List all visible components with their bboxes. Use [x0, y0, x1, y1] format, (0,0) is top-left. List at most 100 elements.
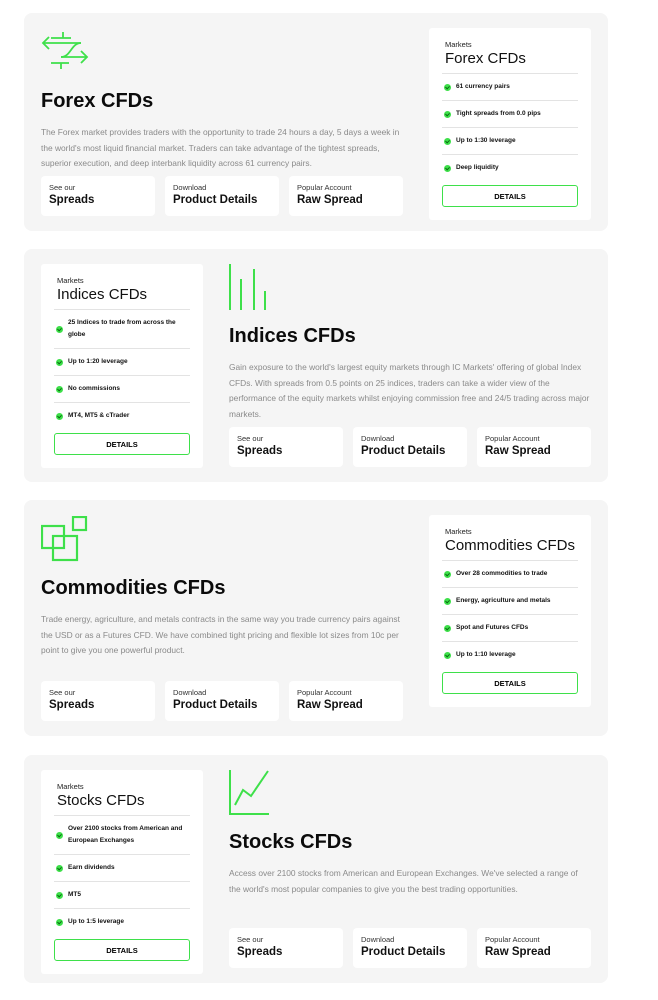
market-info: Commodities CFDs Trade energy, agricultu… — [40, 515, 403, 721]
feature-text: Energy, agriculture and metals — [456, 597, 551, 604]
link-title: Raw Spread — [485, 946, 551, 958]
feature-item: Tight spreads from 0.0 pips — [442, 101, 578, 128]
check-circle-icon — [56, 831, 63, 839]
market-info: Stocks CFDs Access over 2100 stocks from… — [229, 770, 591, 968]
link-cards: See our Spreads Download Product Details Pop… — [41, 176, 403, 216]
link-caption: See our — [237, 434, 264, 443]
check-circle-icon — [444, 651, 451, 659]
feature-item: Spot and Futures CFDs — [442, 615, 578, 642]
feature-item: Up to 1:10 leverage — [442, 642, 578, 668]
section-description: The Forex market provides traders with t… — [41, 127, 400, 168]
link-title: Spreads — [49, 699, 95, 711]
check-circle-icon — [444, 570, 451, 578]
link-title: Product Details — [361, 946, 446, 958]
details-button[interactable]: DETAILS — [54, 433, 190, 455]
feature-list: 25 Indices to trade from across the glob… — [54, 309, 190, 429]
feature-item: No commissions — [54, 376, 190, 403]
section-title: Indices CFDs — [229, 325, 356, 347]
market-info: Forex CFDs The Forex market provides tra… — [41, 29, 403, 216]
link-card-0[interactable]: See our Spreads — [41, 176, 155, 216]
feature-item: MT5 — [54, 882, 190, 909]
feature-item: Deep liquidity — [442, 155, 578, 181]
feature-text: Up to 1:5 leverage — [68, 918, 124, 925]
card-title: Indices CFDs — [57, 286, 148, 303]
check-circle-icon — [444, 110, 451, 118]
section-description: Trade energy, agriculture, and metals co… — [41, 614, 400, 655]
check-circle-icon — [444, 597, 451, 605]
market-summary-card: Markets Indices CFDs 25 Indices to trade… — [41, 264, 203, 468]
feature-text: Up to 1:10 leverage — [456, 651, 516, 658]
check-circle-icon — [444, 164, 451, 172]
link-caption: Download — [173, 688, 207, 697]
feature-item: Up to 1:30 leverage — [442, 128, 578, 155]
link-card-1[interactable]: Download Product Details — [353, 928, 467, 968]
link-caption: Popular Account — [297, 183, 352, 192]
feature-text: MT4, MT5 & cTrader — [68, 412, 130, 419]
check-circle-icon — [56, 385, 63, 393]
link-caption: Popular Account — [485, 935, 540, 944]
card-label: Markets — [445, 527, 472, 536]
link-caption: See our — [49, 688, 76, 697]
feature-text: Up to 1:30 leverage — [456, 137, 516, 144]
feature-text: 61 currency pairs — [456, 83, 510, 90]
feature-text: MT5 — [68, 891, 81, 898]
feature-item: Over 2100 stocks from American and Europ… — [54, 816, 190, 855]
market-section-stocks-cfds: Stocks CFDs Access over 2100 stocks from… — [24, 755, 608, 983]
check-circle-icon — [56, 325, 63, 333]
link-caption: See our — [237, 935, 264, 944]
link-card-1[interactable]: Download Product Details — [165, 176, 279, 216]
link-card-1[interactable]: Download Product Details — [353, 427, 467, 467]
feature-list: Over 28 commodities to trade Energy, agri… — [442, 560, 578, 668]
link-card-2[interactable]: Popular Account Raw Spread — [289, 681, 403, 721]
link-title: Spreads — [237, 445, 283, 457]
section-title: Stocks CFDs — [229, 831, 353, 853]
check-circle-icon — [56, 412, 63, 420]
details-button[interactable]: DETAILS — [54, 939, 190, 961]
link-card-2[interactable]: Popular Account Raw Spread — [477, 427, 591, 467]
link-title: Product Details — [361, 445, 446, 457]
link-cards: See our Spreads Download Product Details Pop… — [229, 427, 591, 467]
section-description: Gain exposure to the world's largest equ… — [229, 362, 590, 419]
link-caption: Popular Account — [297, 688, 352, 697]
card-title: Stocks CFDs — [57, 792, 145, 809]
link-card-1[interactable]: Download Product Details — [165, 681, 279, 721]
feature-text: 25 Indices to trade from across the glob… — [68, 319, 176, 338]
link-caption: Download — [173, 183, 207, 192]
market-section-forex-cfds: Forex CFDs The Forex market provides tra… — [24, 13, 608, 231]
section-title: Forex CFDs — [41, 90, 154, 112]
market-summary-card: Markets Stocks CFDs Over 2100 stocks fro… — [41, 770, 203, 974]
card-title: Forex CFDs — [445, 50, 526, 67]
card-label: Markets — [57, 782, 84, 791]
market-section-commodities-cfds: Commodities CFDs Trade energy, agricultu… — [24, 500, 608, 736]
check-circle-icon — [56, 918, 63, 926]
link-caption: Download — [361, 935, 395, 944]
link-title: Raw Spread — [297, 699, 363, 711]
link-card-0[interactable]: See our Spreads — [229, 427, 343, 467]
feature-list: Over 2100 stocks from American and Europ… — [54, 815, 190, 935]
details-button[interactable]: DETAILS — [442, 672, 578, 694]
feature-item: Up to 1:5 leverage — [54, 909, 190, 935]
card-title: Commodities CFDs — [445, 537, 576, 554]
link-card-0[interactable]: See our Spreads — [41, 681, 155, 721]
link-card-2[interactable]: Popular Account Raw Spread — [477, 928, 591, 968]
check-circle-icon — [56, 864, 63, 872]
link-card-0[interactable]: See our Spreads — [229, 928, 343, 968]
market-section-indices-cfds: Indices CFDs Gain exposure to the world'… — [24, 249, 608, 482]
link-title: Raw Spread — [485, 445, 551, 457]
feature-text: Over 2100 stocks from American and Europ… — [68, 825, 183, 844]
check-circle-icon — [56, 358, 63, 366]
section-title: Commodities CFDs — [41, 577, 226, 599]
line-chart-icon — [229, 770, 591, 816]
link-card-2[interactable]: Popular Account Raw Spread — [289, 176, 403, 216]
feature-text: Deep liquidity — [456, 164, 499, 171]
feature-item: 61 currency pairs — [442, 74, 578, 101]
details-button[interactable]: DETAILS — [442, 185, 578, 207]
feature-item: Over 28 commodities to trade — [442, 561, 578, 588]
feature-item: Earn dividends — [54, 855, 190, 882]
link-title: Product Details — [173, 699, 258, 711]
link-cards: See our Spreads Download Product Details Pop… — [41, 681, 403, 721]
link-caption: Popular Account — [485, 434, 540, 443]
feature-text: Tight spreads from 0.0 pips — [456, 110, 541, 117]
market-summary-card: Markets Forex CFDs 61 currency pairs Tigh… — [429, 28, 591, 220]
feature-item: MT4, MT5 & cTrader — [54, 403, 190, 429]
